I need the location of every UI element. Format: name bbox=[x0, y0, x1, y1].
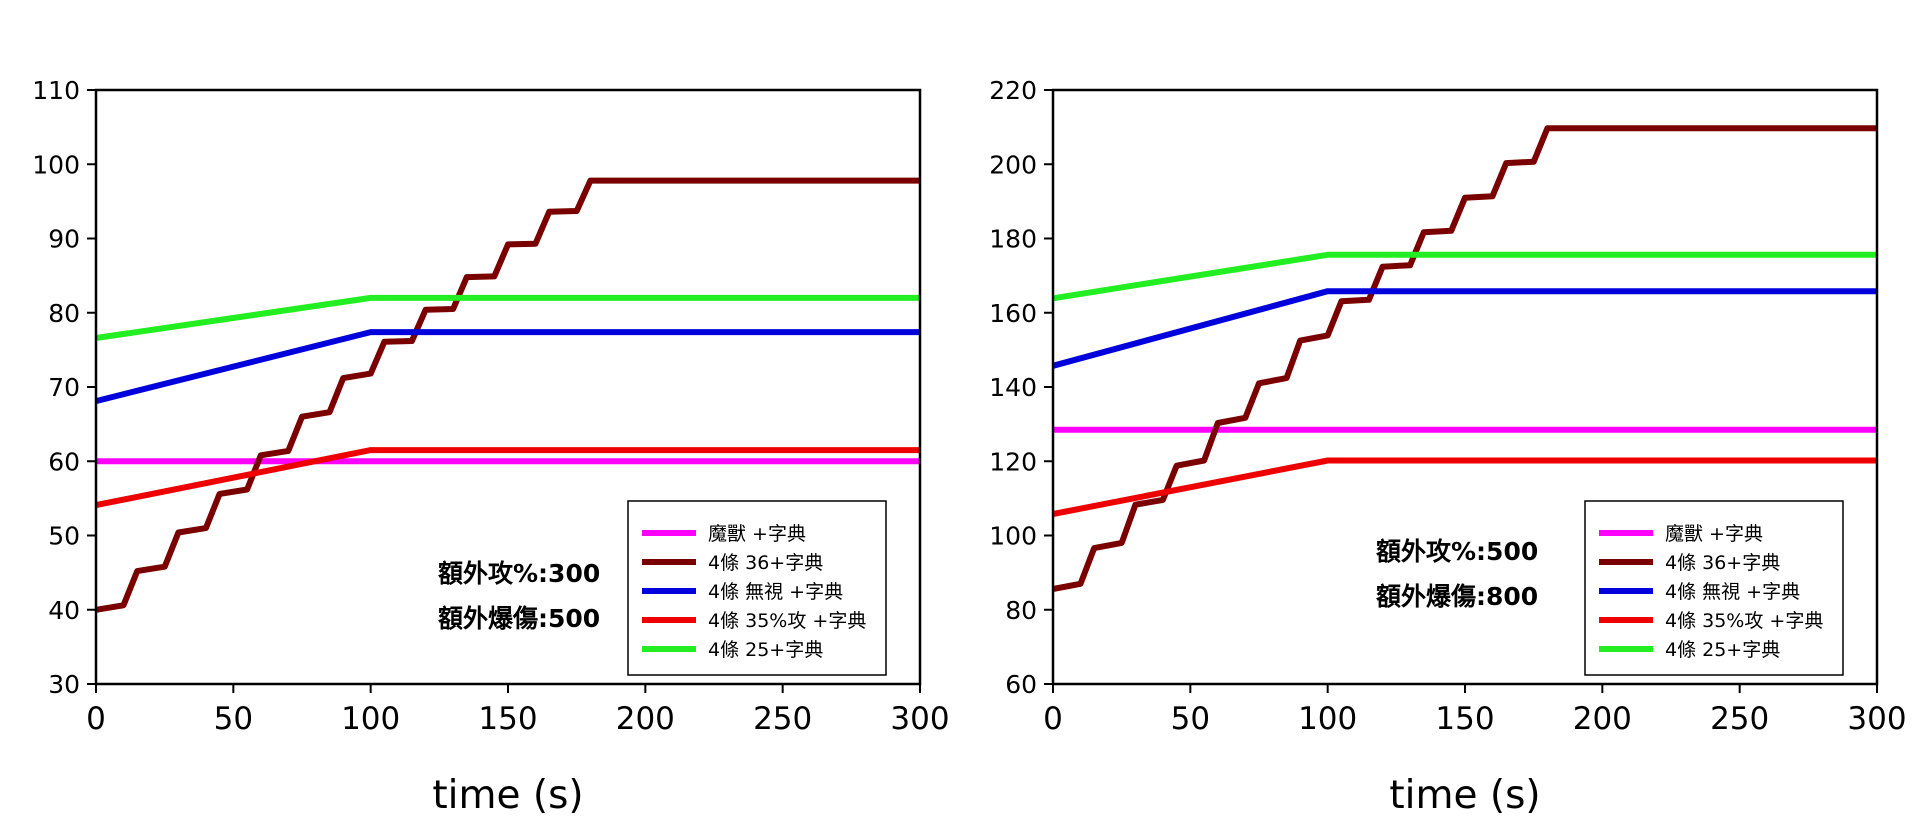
series-line-4 bbox=[95, 447, 920, 509]
y-tick-label: 60 bbox=[48, 447, 80, 476]
x-tick-label: 200 bbox=[1573, 701, 1632, 737]
series-line-4 bbox=[1052, 457, 1877, 517]
y-tick-label: 100 bbox=[32, 150, 80, 179]
x-tick-label: 150 bbox=[1435, 701, 1494, 737]
y-tick-label: 220 bbox=[989, 76, 1037, 105]
y-tick-label: 110 bbox=[32, 76, 80, 105]
legend-label-2: 4條 36+字典 bbox=[708, 552, 823, 574]
legend-label-3: 4條 無視 +字典 bbox=[708, 581, 843, 603]
y-tick-label: 180 bbox=[989, 225, 1037, 254]
x-tick-label: 0 bbox=[86, 701, 106, 737]
x-tick-label: 250 bbox=[753, 701, 812, 737]
x-tick-label: 50 bbox=[1171, 701, 1210, 737]
series-line-2 bbox=[1052, 125, 1877, 592]
annotation-2: 額外爆傷:500 bbox=[438, 604, 600, 633]
x-tick-label: 50 bbox=[214, 701, 253, 737]
x-tick-label: 200 bbox=[616, 701, 675, 737]
chart-2: 60 80 100 120 140 160 180 200 220 0 50 100 150 200 250… bbox=[989, 76, 1906, 818]
y-tick-label: 200 bbox=[989, 150, 1037, 179]
x-tick-label: 150 bbox=[478, 701, 537, 737]
x-axis-label: time (s) bbox=[1389, 773, 1540, 818]
x-tick-label: 100 bbox=[1298, 701, 1357, 737]
y-tick-label: 80 bbox=[48, 299, 80, 328]
annotation-2: 額外爆傷:800 bbox=[1376, 582, 1538, 611]
series-line-5 bbox=[95, 294, 920, 341]
annotation-1: 額外攻%:500 bbox=[1376, 537, 1538, 566]
y-tick-label: 120 bbox=[989, 447, 1037, 476]
series-line-5 bbox=[1052, 251, 1877, 302]
chart-1: 30 40 50 60 70 80 90 100 110 0 50 100 150 200 250 300 ti… bbox=[32, 76, 949, 818]
y-tick-label: 30 bbox=[48, 670, 80, 699]
y-tick-label: 90 bbox=[48, 225, 80, 254]
legend: 魔獸 +字典 4條 36+字典 4條 無視 +字典 4條 35%攻 +字典 4條 25+… bbox=[627, 500, 887, 676]
x-tick-label: 250 bbox=[1710, 701, 1769, 737]
legend-label-1: 魔獸 +字典 bbox=[1665, 523, 1763, 545]
y-tick-label: 70 bbox=[48, 373, 80, 402]
series-line-3 bbox=[1052, 288, 1877, 369]
annotation-1: 額外攻%:300 bbox=[438, 559, 600, 588]
x-tick-label: 0 bbox=[1043, 701, 1063, 737]
x-tick-label: 300 bbox=[890, 701, 949, 737]
y-tick-label: 40 bbox=[48, 596, 80, 625]
x-tick-label: 300 bbox=[1847, 701, 1906, 737]
legend-label-1: 魔獸 +字典 bbox=[708, 523, 806, 545]
legend-label-3: 4條 無視 +字典 bbox=[1665, 581, 1800, 603]
y-tick-label: 50 bbox=[48, 522, 80, 551]
legend-label-2: 4條 36+字典 bbox=[1665, 552, 1780, 574]
legend-label-4: 4條 35%攻 +字典 bbox=[1665, 610, 1823, 632]
legend: 魔獸 +字典 4條 36+字典 4條 無視 +字典 4條 35%攻 +字典 4條 25+… bbox=[1584, 500, 1844, 676]
y-tick-label: 60 bbox=[1005, 670, 1037, 699]
legend-label-5: 4條 25+字典 bbox=[708, 639, 823, 661]
y-tick-label: 140 bbox=[989, 373, 1037, 402]
y-tick-label: 160 bbox=[989, 299, 1037, 328]
x-tick-label: 100 bbox=[341, 701, 400, 737]
y-tick-label: 100 bbox=[989, 522, 1037, 551]
y-tick-label: 80 bbox=[1005, 596, 1037, 625]
x-axis-label: time (s) bbox=[432, 773, 583, 818]
series-line-2 bbox=[95, 177, 920, 613]
legend-label-5: 4條 25+字典 bbox=[1665, 639, 1780, 661]
series-line-3 bbox=[95, 329, 920, 405]
legend-label-4: 4條 35%攻 +字典 bbox=[708, 610, 866, 632]
